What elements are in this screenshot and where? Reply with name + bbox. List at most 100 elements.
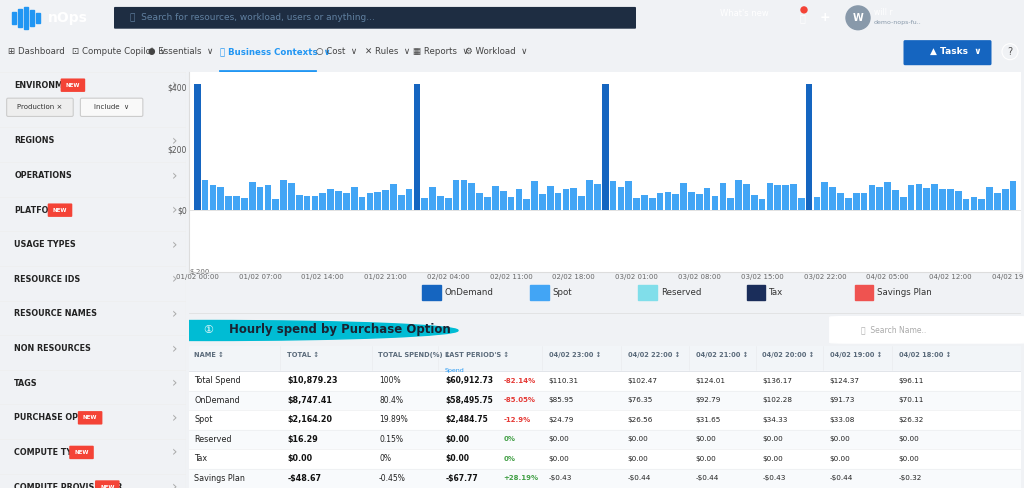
Text: 04/02 19:00 ↕: 04/02 19:00 ↕ xyxy=(829,352,882,358)
Bar xyxy=(727,198,734,210)
Text: RESOURCE NAMES: RESOURCE NAMES xyxy=(14,309,97,319)
Text: $-200: $-200 xyxy=(189,268,210,275)
Bar xyxy=(609,182,616,210)
Text: demo-nops-fu..: demo-nops-fu.. xyxy=(874,20,922,25)
Bar xyxy=(343,193,349,210)
Bar xyxy=(900,197,906,210)
Bar xyxy=(437,196,443,210)
Text: RESOURCE IDS: RESOURCE IDS xyxy=(14,275,81,284)
FancyBboxPatch shape xyxy=(78,411,102,425)
Bar xyxy=(845,198,852,210)
Bar xyxy=(665,191,672,210)
Text: $2,484.75: $2,484.75 xyxy=(445,415,488,425)
Bar xyxy=(288,183,295,210)
Bar xyxy=(217,187,224,210)
Bar xyxy=(570,188,578,210)
Text: $0.00: $0.00 xyxy=(899,436,920,442)
Text: $124.01: $124.01 xyxy=(696,378,726,384)
Text: $16.29: $16.29 xyxy=(288,435,318,444)
Bar xyxy=(877,186,883,210)
Bar xyxy=(24,7,28,29)
Text: $8,747.41: $8,747.41 xyxy=(288,396,333,405)
Text: What's new: What's new xyxy=(720,9,769,19)
Bar xyxy=(30,10,34,26)
Bar xyxy=(579,196,585,210)
Text: NAME ↕: NAME ↕ xyxy=(194,352,223,358)
Text: NEW: NEW xyxy=(66,82,80,88)
Text: TOTAL SPEND(%) ↕: TOTAL SPEND(%) ↕ xyxy=(378,352,451,358)
Bar xyxy=(885,182,891,210)
Text: ›: › xyxy=(171,446,177,459)
Bar xyxy=(461,180,467,210)
Bar xyxy=(767,183,773,210)
Bar xyxy=(210,184,216,210)
Text: $124.37: $124.37 xyxy=(829,378,860,384)
Text: Hourly spend by Purchase Option: Hourly spend by Purchase Option xyxy=(229,324,452,336)
Bar xyxy=(445,198,452,210)
Text: $96.11: $96.11 xyxy=(899,378,924,384)
Text: -12.9%: -12.9% xyxy=(504,417,531,423)
Bar xyxy=(422,285,440,300)
Text: -$48.67: -$48.67 xyxy=(288,474,322,483)
Bar xyxy=(422,199,428,210)
Text: PLATFORM: PLATFORM xyxy=(14,205,62,215)
Bar xyxy=(194,84,201,210)
Text: $34.33: $34.33 xyxy=(762,417,787,423)
Text: LAST PERIOD'S ↕: LAST PERIOD'S ↕ xyxy=(444,352,509,358)
Text: OnDemand: OnDemand xyxy=(195,396,240,405)
Text: $0.00: $0.00 xyxy=(445,435,470,444)
Text: 0%: 0% xyxy=(504,456,516,462)
Text: -$67.77: -$67.77 xyxy=(445,474,478,483)
Text: $60,912.73: $60,912.73 xyxy=(445,376,494,386)
Bar xyxy=(673,194,679,210)
Bar xyxy=(500,190,507,210)
Bar xyxy=(838,193,844,210)
Text: $26.56: $26.56 xyxy=(628,417,653,423)
Text: Reserved: Reserved xyxy=(195,435,231,444)
Bar xyxy=(189,468,1021,488)
Bar xyxy=(978,199,985,210)
FancyBboxPatch shape xyxy=(95,480,120,488)
Text: ›: › xyxy=(171,203,177,217)
Text: $0.00: $0.00 xyxy=(899,456,920,462)
FancyBboxPatch shape xyxy=(80,98,143,117)
Bar xyxy=(233,196,240,210)
Text: $0.00: $0.00 xyxy=(445,454,470,463)
Bar xyxy=(264,185,271,210)
Bar xyxy=(382,190,389,210)
Bar xyxy=(398,195,404,210)
Bar xyxy=(602,84,608,210)
Bar xyxy=(821,182,828,210)
Bar xyxy=(190,349,370,487)
Bar xyxy=(335,191,342,210)
Bar xyxy=(712,197,719,210)
Text: NEW: NEW xyxy=(83,415,97,420)
Text: ▲ Tasks  ∨: ▲ Tasks ∨ xyxy=(930,47,981,56)
Text: $0.00: $0.00 xyxy=(829,456,851,462)
Text: $76.35: $76.35 xyxy=(628,397,653,404)
Bar xyxy=(515,189,522,210)
Bar xyxy=(743,184,750,210)
Text: ▦ Reports  ∨: ▦ Reports ∨ xyxy=(413,47,469,56)
Text: ›: › xyxy=(171,480,177,488)
Bar xyxy=(746,285,765,300)
Text: will r: will r xyxy=(874,8,893,18)
Bar xyxy=(351,187,357,210)
Text: $24.79: $24.79 xyxy=(549,417,574,423)
Text: $58,495.75: $58,495.75 xyxy=(445,396,494,405)
Bar xyxy=(484,197,490,210)
Text: ①: ① xyxy=(204,325,214,335)
Bar xyxy=(555,193,561,210)
Bar xyxy=(202,180,209,210)
Text: W: W xyxy=(853,13,863,23)
Text: 🔍  Search Name..: 🔍 Search Name.. xyxy=(861,325,927,334)
Text: OPERATIONS: OPERATIONS xyxy=(14,171,72,180)
Text: 0%: 0% xyxy=(504,436,516,442)
Bar xyxy=(861,193,867,210)
Text: -$0.44: -$0.44 xyxy=(696,475,719,481)
Text: Spot: Spot xyxy=(195,415,213,425)
Bar xyxy=(594,184,601,210)
Text: ?: ? xyxy=(1008,47,1013,57)
Text: USAGE TYPES: USAGE TYPES xyxy=(14,240,76,249)
Bar xyxy=(1010,181,1017,210)
